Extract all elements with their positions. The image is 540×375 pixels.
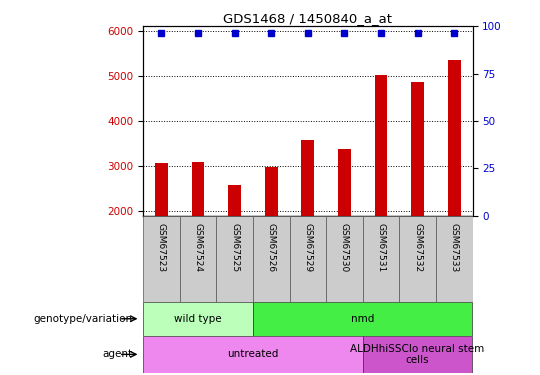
Text: GSM67526: GSM67526 (267, 222, 276, 272)
Bar (192, 162, 205, 216)
Bar (180, 216, 217, 302)
Text: GSM67533: GSM67533 (450, 222, 458, 272)
Text: genotype/variation: genotype/variation (33, 314, 132, 324)
Text: GSM67531: GSM67531 (376, 222, 386, 272)
Text: GSM67523: GSM67523 (157, 222, 166, 272)
Text: GSM67532: GSM67532 (413, 222, 422, 272)
Bar (411, 82, 424, 216)
Bar (448, 60, 461, 216)
Bar (217, 216, 253, 302)
Bar (265, 167, 278, 216)
Text: agent: agent (102, 350, 132, 359)
Bar (143, 302, 253, 336)
Bar (253, 302, 472, 336)
Bar (375, 75, 387, 216)
Text: ALDHhiSSClo neural stem
cells: ALDHhiSSClo neural stem cells (350, 344, 485, 365)
Bar (399, 216, 436, 302)
Bar (253, 216, 289, 302)
Title: GDS1468 / 1450840_a_at: GDS1468 / 1450840_a_at (224, 12, 392, 25)
Text: GSM67529: GSM67529 (303, 222, 312, 272)
Bar (289, 216, 326, 302)
Text: wild type: wild type (174, 314, 222, 324)
Text: GSM67530: GSM67530 (340, 222, 349, 272)
Bar (301, 140, 314, 216)
Bar (228, 185, 241, 216)
Bar (155, 164, 168, 216)
Text: untreated: untreated (227, 350, 279, 359)
Bar (363, 216, 399, 302)
Bar (338, 149, 351, 216)
Bar (143, 216, 180, 302)
Bar (326, 216, 363, 302)
Text: nmd: nmd (351, 314, 374, 324)
Bar (436, 216, 472, 302)
Bar (363, 336, 472, 373)
Bar (143, 336, 363, 373)
Text: GSM67525: GSM67525 (230, 222, 239, 272)
Text: GSM67524: GSM67524 (193, 222, 202, 272)
